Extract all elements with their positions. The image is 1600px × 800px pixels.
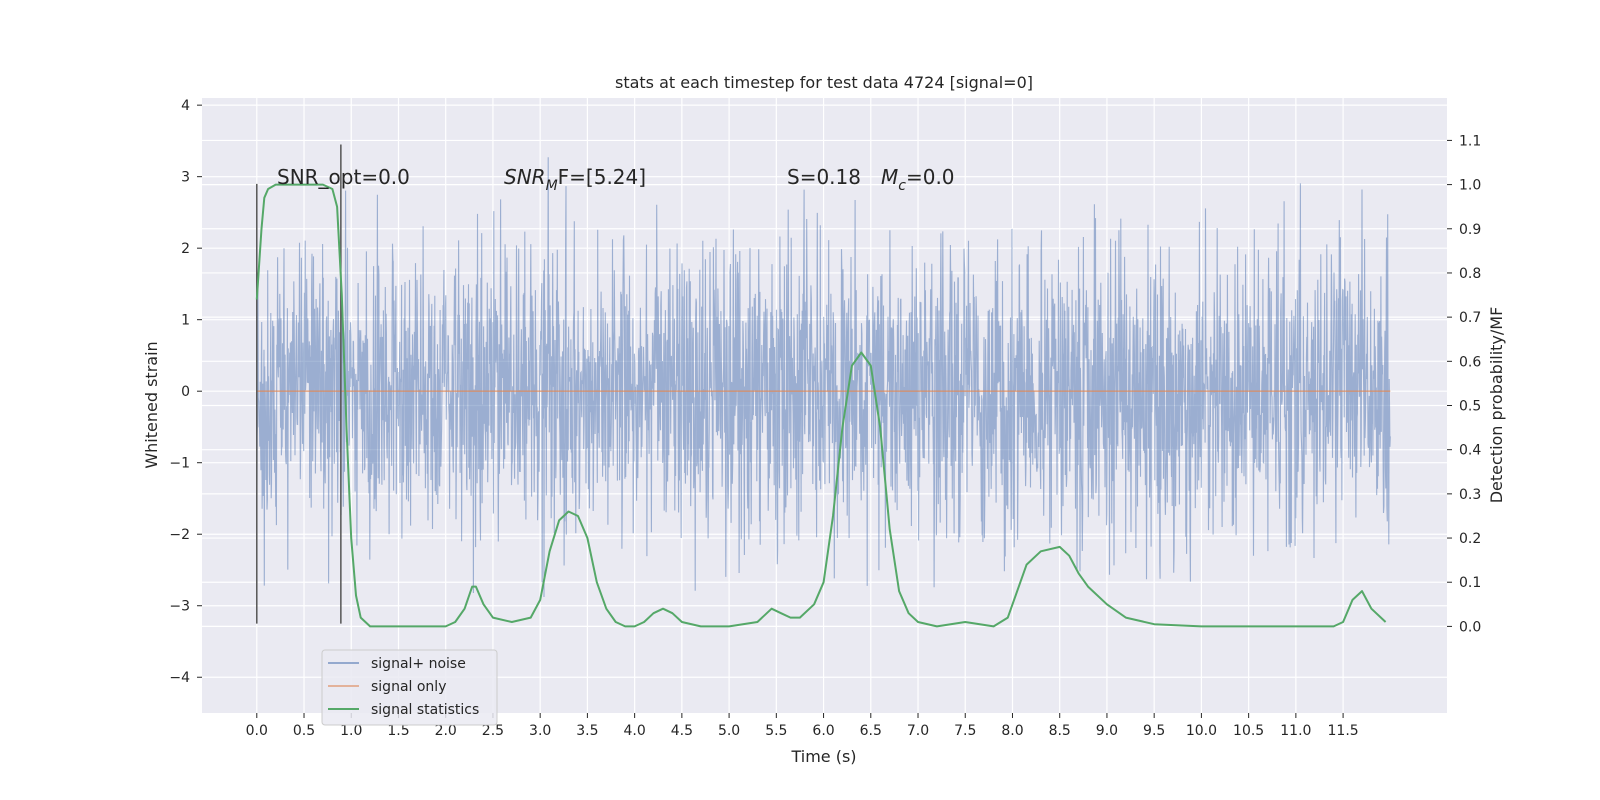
x-tick-label: 2.0 [435, 723, 457, 739]
y2-tick-label: 0.6 [1459, 354, 1481, 370]
y2-tick-label: 0.9 [1459, 222, 1481, 238]
y2-tick-label: 0.4 [1459, 443, 1481, 459]
y2-tick-label: 0.1 [1459, 575, 1481, 591]
y-tick-label: −2 [169, 527, 190, 543]
annotation-snr-mf-sub: M [546, 178, 558, 194]
annotations: SNR_opt=0.0 SNRMF=[5.24] S=0.18 Mc=0.0 [277, 165, 955, 194]
x-tick-label: 9.0 [1096, 723, 1118, 739]
y-axis-label: Whitened strain [142, 341, 161, 468]
legend-label-signal-only: signal only [371, 679, 446, 695]
x-tick-label: 10.0 [1186, 723, 1217, 739]
x-tick-label: 3.0 [529, 723, 551, 739]
series-line-signal-noise [256, 157, 1391, 598]
x-tick-label: 9.5 [1143, 723, 1165, 739]
legend: signal+ noise signal only signal statist… [321, 649, 498, 726]
annotation-mc-rest: =0.0 [906, 165, 955, 189]
x-tick-label: 6.0 [812, 723, 834, 739]
x-tick-label: 7.5 [954, 723, 976, 739]
y-tick-label: 3 [181, 170, 190, 186]
x-axis-label: Time (s) [790, 747, 856, 766]
annotation-snr-opt: SNR_opt=0.0 [277, 165, 410, 189]
chart-title: stats at each timestep for test data 472… [615, 73, 1033, 92]
x-tick-label: 11.0 [1280, 723, 1311, 739]
x-tick-label: 5.0 [718, 723, 740, 739]
y-tick-label: 2 [181, 241, 190, 257]
legend-box [321, 649, 498, 726]
annotation-mc-sub: c [898, 178, 906, 194]
x-tick-label: 0.0 [246, 723, 268, 739]
y-tick-label: 0 [181, 384, 190, 400]
annotation-mc-base: M [881, 165, 898, 189]
y2-tick-label: 0.5 [1459, 399, 1481, 415]
legend-label-signal-noise: signal+ noise [371, 656, 466, 672]
x-tick-label: 3.5 [576, 723, 598, 739]
series-line-signal-statistics [255, 183, 1387, 628]
y-tick-label: −1 [169, 456, 190, 472]
x-tick-label: 2.5 [482, 723, 504, 739]
x-tick-label: 6.5 [860, 723, 882, 739]
y2-tick-label: 0.8 [1459, 266, 1481, 282]
y2-tick-label: 0.7 [1459, 310, 1481, 326]
x-tick-label: 1.5 [387, 723, 409, 739]
y-tick-label: 4 [181, 98, 190, 114]
y-tick-label: −4 [169, 670, 190, 686]
x-tick-label: 11.5 [1328, 723, 1359, 739]
x-tick-label: 0.5 [293, 723, 315, 739]
y-tick-label: 1 [181, 313, 190, 329]
x-tick-label: 4.0 [623, 723, 645, 739]
y2-tick-label: 1.1 [1459, 133, 1481, 149]
y2-axis-label: Detection probability/MF [1487, 307, 1506, 504]
y-tick-label: −3 [169, 599, 190, 615]
x-tick-label: 1.0 [340, 723, 362, 739]
y2-tick-label: 0.2 [1459, 531, 1481, 547]
series-lines [255, 144, 1391, 628]
x-tick-label: 5.5 [765, 723, 787, 739]
x-tick-label: 7.0 [907, 723, 929, 739]
x-tick-label: 8.0 [1001, 723, 1023, 739]
y2-tick-label: 0.3 [1459, 487, 1481, 503]
y2-tick-label: 0.0 [1459, 619, 1481, 635]
x-tick-label: 10.5 [1233, 723, 1264, 739]
axis-ticks: 0.0 0.5 1.0 1.5 2.0 2.5 3.0 3.5 4.0 4.5 5.0 5.5 6.0 6… [169, 98, 1481, 739]
series-signal-noise [256, 157, 1391, 598]
annotation-mc: Mc=0.0 [881, 165, 955, 194]
legend-label-signal-statistics: signal statistics [371, 702, 479, 718]
x-tick-label: 4.5 [671, 723, 693, 739]
annotation-snr-mf-rest: F=[5.24] [558, 165, 646, 189]
annotation-snr-mf-base: SNR [504, 165, 546, 189]
x-tick-label: 8.5 [1049, 723, 1071, 739]
annotation-s: S=0.18 [787, 165, 861, 189]
annotation-snr-mf: SNRMF=[5.24] [504, 165, 646, 194]
y2-tick-label: 1.0 [1459, 178, 1481, 194]
